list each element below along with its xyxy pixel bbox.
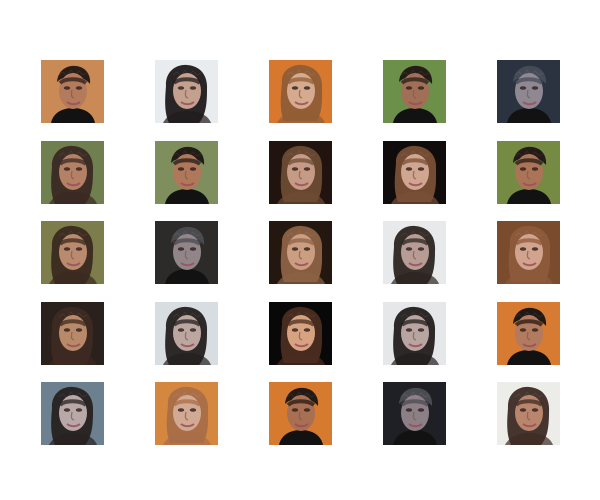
face-sample-image [269, 382, 332, 445]
face-sample-image [383, 382, 446, 445]
face-sample-image [41, 301, 104, 365]
face-sample-image [155, 60, 218, 123]
face-sample-image [497, 140, 560, 204]
face-sample-image [497, 221, 560, 284]
face-sample-image [383, 60, 446, 123]
face-sample-image [41, 221, 104, 284]
face-sample-image [269, 140, 332, 204]
face-sample-image [155, 301, 218, 365]
face-sample-image [269, 60, 332, 123]
face-sample-image [497, 301, 560, 365]
face-sample-image [155, 382, 218, 445]
face-sample-image [41, 382, 104, 445]
face-sample-image [383, 221, 446, 284]
face-sample-image [155, 140, 218, 204]
face-sample-image [497, 382, 560, 445]
face-sample-image [497, 60, 560, 123]
face-sample-image [383, 301, 446, 365]
face-sample-image [155, 221, 218, 284]
face-sample-image [383, 140, 446, 204]
face-sample-image [269, 221, 332, 284]
face-sample-image [269, 301, 332, 365]
face-sample-image [41, 140, 104, 204]
face-sample-image [41, 60, 104, 123]
